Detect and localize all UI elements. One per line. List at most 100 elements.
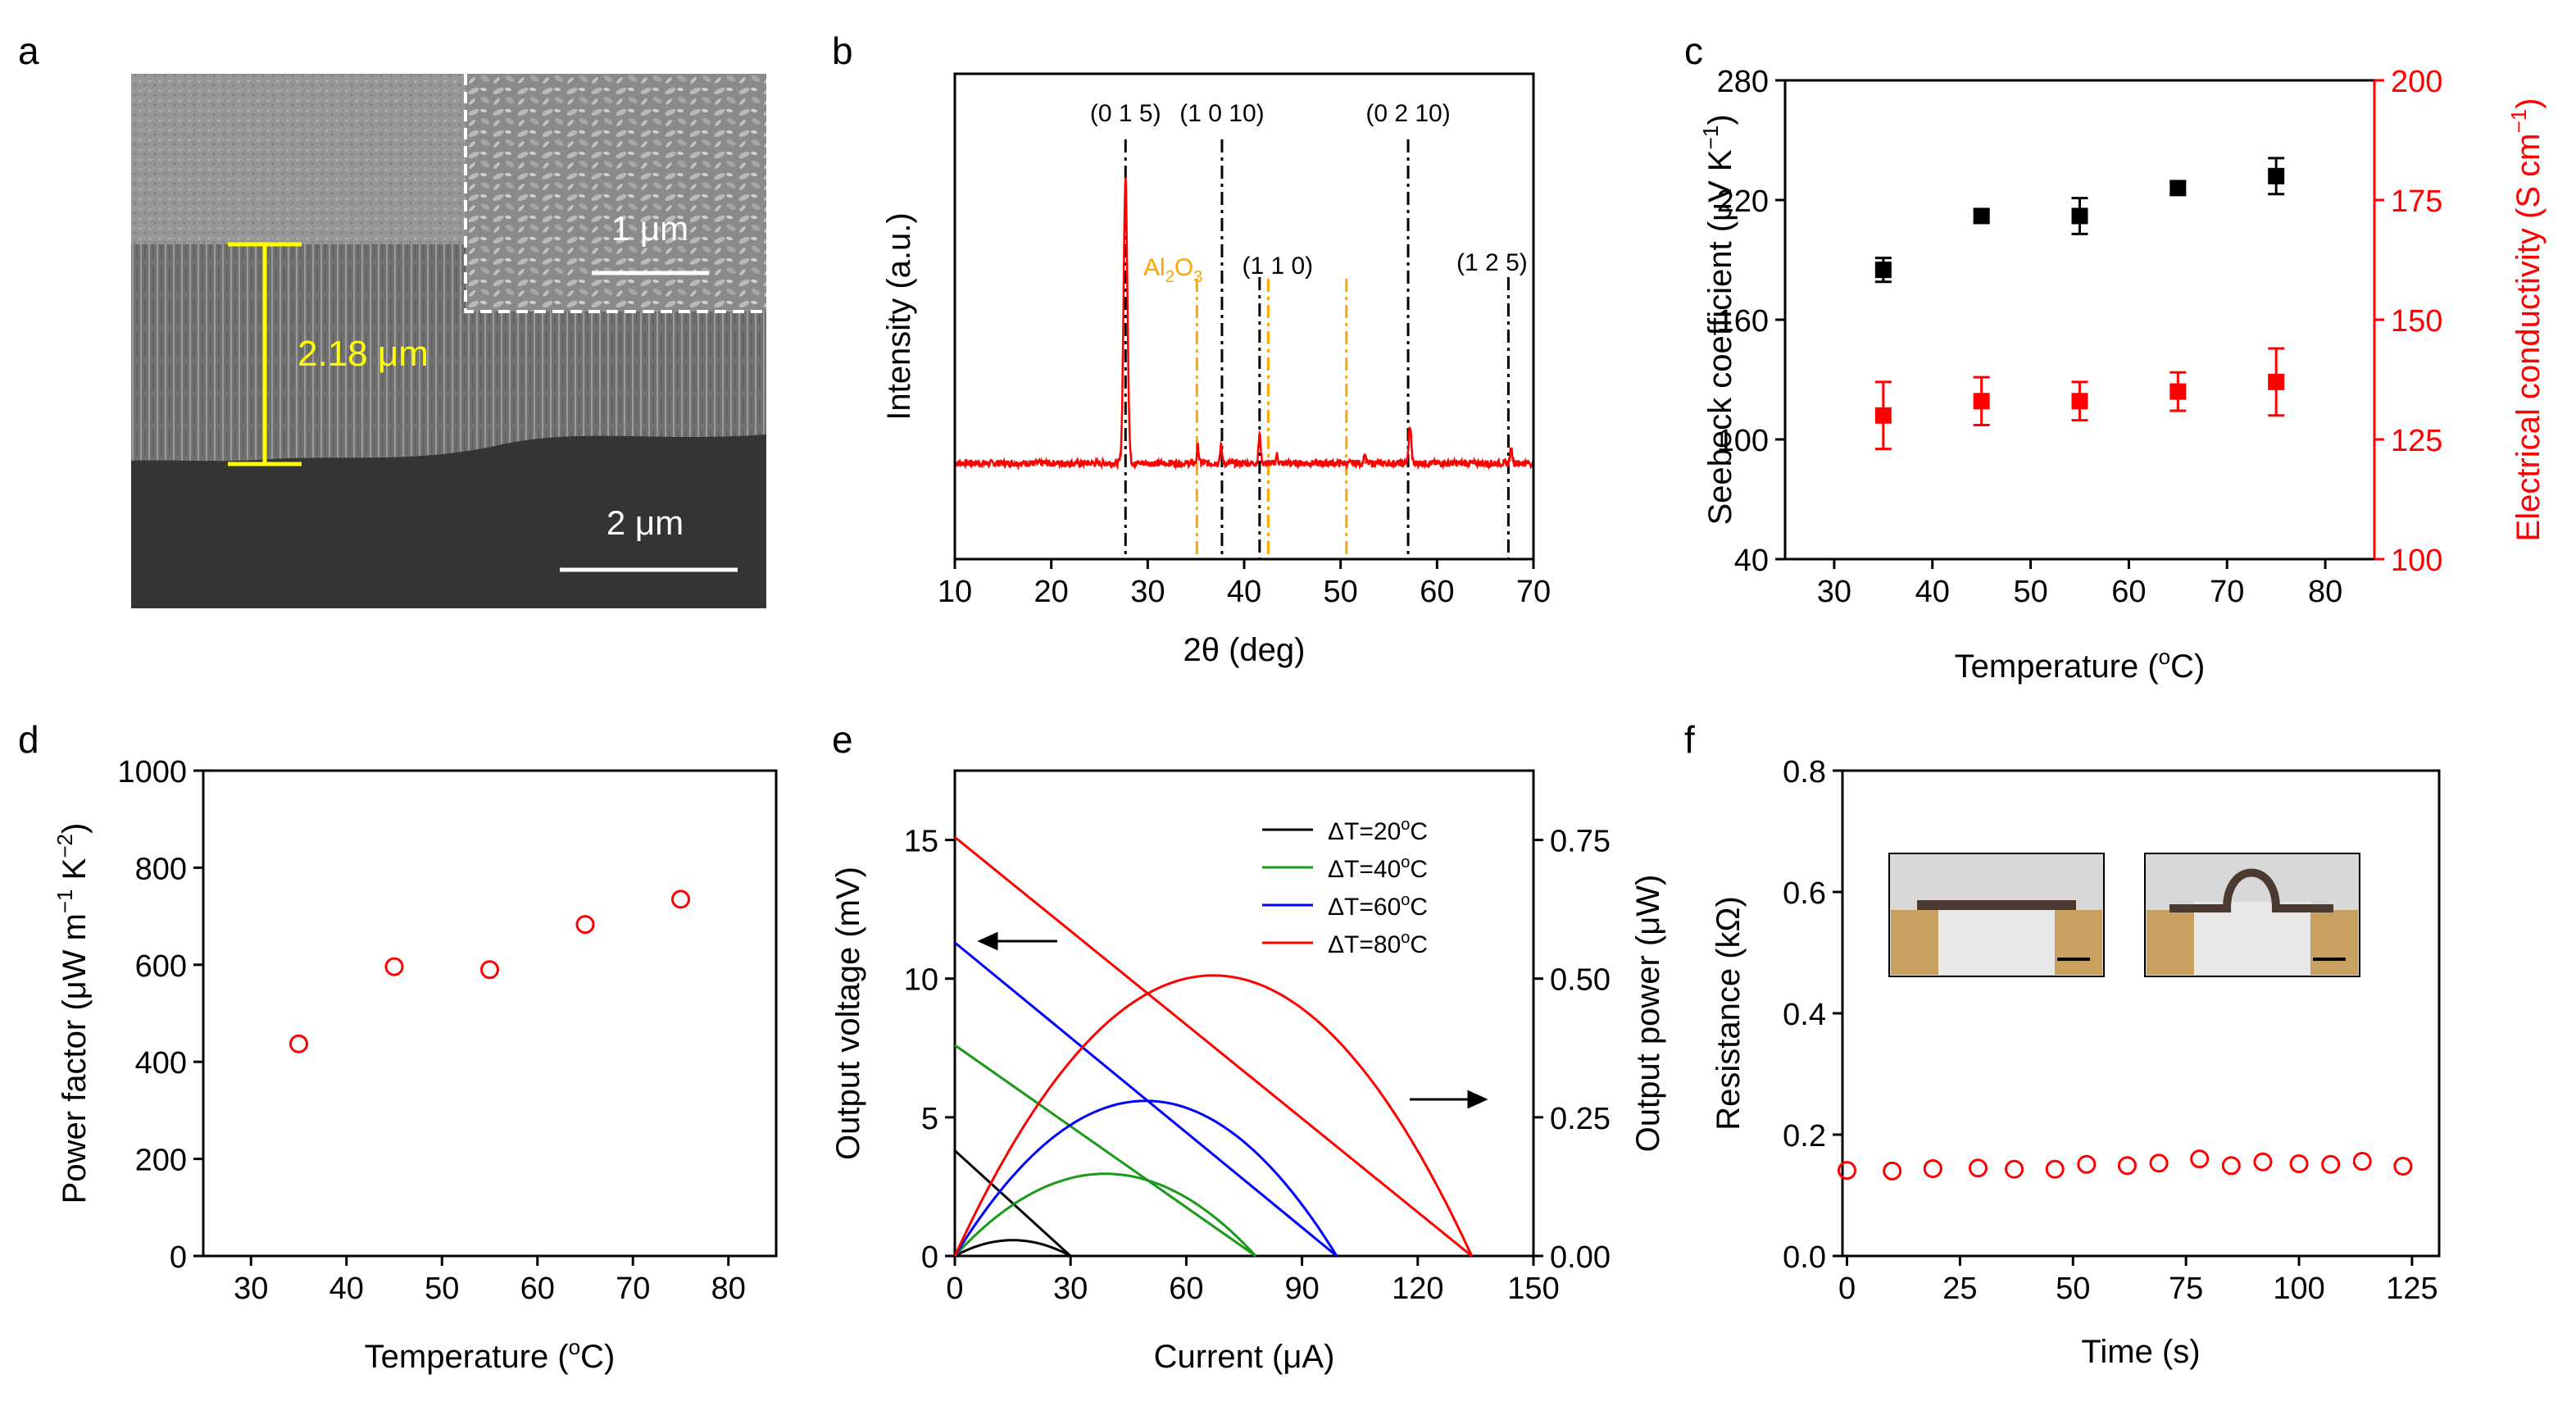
c-ytick-label: 160 [1717, 304, 1769, 339]
panel-letter-e: e [832, 718, 853, 761]
panel-letter-c: c [1684, 30, 1703, 72]
voltage-line [954, 836, 1473, 1258]
xrd-ylabel: Intensity (a.u.) [881, 212, 917, 420]
conductivity-marker [1874, 407, 1892, 424]
e-ylabel-left: Output voltage (mV) [830, 867, 866, 1160]
seebeck-marker [1874, 262, 1892, 279]
c-ytick-right-label: 150 [2391, 304, 2442, 339]
c-xtick-label: 30 [1817, 575, 1851, 609]
d-xtick-label: 60 [520, 1272, 555, 1306]
d-xtick-label: 30 [234, 1272, 268, 1306]
inset-bent-film [2169, 868, 2333, 912]
d-frame [202, 769, 778, 1258]
conductivity-marker [1973, 393, 1990, 410]
legend-label: ΔT=80oC [1328, 929, 1428, 958]
d-ytick-label: 800 [135, 852, 187, 886]
c-ytick-right-label: 125 [2391, 424, 2442, 458]
c-xtick-label: 50 [2013, 575, 2047, 609]
c-xtick-label: 70 [2210, 575, 2244, 609]
f-xtick-label: 25 [1942, 1272, 1977, 1306]
resistance-marker [2221, 1156, 2241, 1176]
xrd-xtick-label: 30 [1130, 575, 1165, 609]
e-ytick-right-label: 0.25 [1550, 1102, 1611, 1136]
peak-label: (0 1 5) [1090, 100, 1161, 127]
e-xlabel: Current (μA) [1154, 1339, 1335, 1375]
c-ytick-right-label: 200 [2391, 65, 2442, 99]
power-factor-marker [575, 915, 595, 935]
c-ylabel-right: Electrical conductivity (S cm−1) [2506, 98, 2546, 542]
resistance-marker [2149, 1153, 2169, 1173]
xrd-xtick-label: 20 [1034, 575, 1069, 609]
d-ytick-label: 200 [135, 1144, 187, 1178]
seebeck-conductivity-chart: 30 40 50 60 70 80 40 100 160 220 280 100 125 150 175 20… [1698, 65, 2546, 685]
resistance-marker [2352, 1152, 2372, 1172]
sem-substrate [131, 435, 766, 608]
e-ytick-label: 10 [904, 963, 938, 998]
peak-label: (1 1 0) [1242, 253, 1313, 280]
resistance-marker [2393, 1156, 2413, 1176]
d-ytick-label: 600 [135, 949, 187, 984]
conductivity-marker [2268, 373, 2285, 390]
f-ytick-label: 0.2 [1783, 1119, 1826, 1153]
seebeck-marker [2169, 180, 2187, 197]
al2o3-label: Al2O3 [1143, 254, 1202, 286]
f-ytick-label: 0.4 [1783, 998, 1826, 1032]
d-xlabel: Temperature (oC) [365, 1335, 616, 1375]
f-xlabel: Time (s) [2081, 1334, 2200, 1370]
c-ytick-label: 220 [1717, 184, 1769, 219]
c-ytick-right-label: 175 [2391, 184, 2442, 219]
d-ytick-label: 1000 [117, 755, 187, 789]
power-factor-marker [289, 1034, 308, 1053]
resistance-marker [2289, 1154, 2309, 1174]
legend-label: ΔT=20oC [1328, 816, 1428, 845]
c-ytick-label: 100 [1717, 424, 1769, 458]
f-ytick-label: 0.6 [1783, 876, 1826, 911]
d-ytick-label: 0 [170, 1240, 187, 1275]
inset-bent-block [2194, 902, 2310, 975]
resistance-marker [1968, 1158, 1988, 1178]
xrd-frame [953, 72, 1535, 561]
resistance-marker [2117, 1156, 2137, 1176]
power-factor-marker [384, 957, 404, 976]
voltage-line [954, 1044, 1256, 1258]
c-xtick-label: 80 [2308, 575, 2342, 609]
e-ytick-right-label: 0.00 [1550, 1240, 1611, 1275]
xrd-xtick-label: 50 [1324, 575, 1358, 609]
resistance-marker [2253, 1152, 2273, 1172]
power-curve [954, 1239, 1071, 1258]
panel-letter-b: b [832, 30, 853, 72]
f-xtick-label: 50 [2056, 1272, 2090, 1306]
d-xtick-label: 80 [711, 1272, 746, 1306]
resistance-marker [2045, 1159, 2065, 1179]
power-curve [953, 974, 1474, 1257]
main-scale-label: 2 μm [607, 503, 684, 542]
f-xtick-label: 125 [2386, 1272, 2437, 1306]
f-ytick-label: 0.0 [1783, 1240, 1826, 1275]
e-xtick-label: 0 [946, 1272, 963, 1306]
e-ytick-label: 0 [921, 1240, 938, 1275]
e-xtick-label: 30 [1053, 1272, 1088, 1306]
e-xtick-label: 60 [1169, 1272, 1203, 1306]
power-factor-marker [480, 960, 499, 980]
seebeck-marker [2071, 207, 2088, 225]
d-xtick-label: 50 [425, 1272, 459, 1306]
xrd-pattern-line [954, 177, 1534, 471]
output-voltage-power-chart: 0 30 60 90 120 150 0 5 10 15 0.00 0.25 0.50 0.75 ΔT=20… [830, 769, 1666, 1375]
conductivity-marker [2169, 383, 2187, 400]
d-xtick-label: 40 [329, 1272, 364, 1306]
xrd-xtick-label: 40 [1227, 575, 1261, 609]
c-ytick-label: 40 [1734, 544, 1769, 578]
e-ytick-right-label: 0.75 [1550, 825, 1611, 859]
conductivity-marker [2071, 393, 2088, 410]
f-xtick-label: 0 [1838, 1272, 1856, 1306]
xrd-xtick-label: 10 [938, 575, 972, 609]
resistance-marker [2077, 1154, 2097, 1174]
peak-label: (1 0 10) [1179, 100, 1264, 127]
f-xtick-label: 100 [2273, 1272, 2324, 1306]
peak-label: (0 2 10) [1365, 100, 1450, 127]
e-ytick-label: 5 [921, 1102, 938, 1136]
arrow-right [1410, 1090, 1488, 1109]
arrow-left [977, 931, 1057, 951]
e-ytick-right-label: 0.50 [1550, 963, 1611, 998]
resistance-marker [1838, 1161, 1857, 1181]
